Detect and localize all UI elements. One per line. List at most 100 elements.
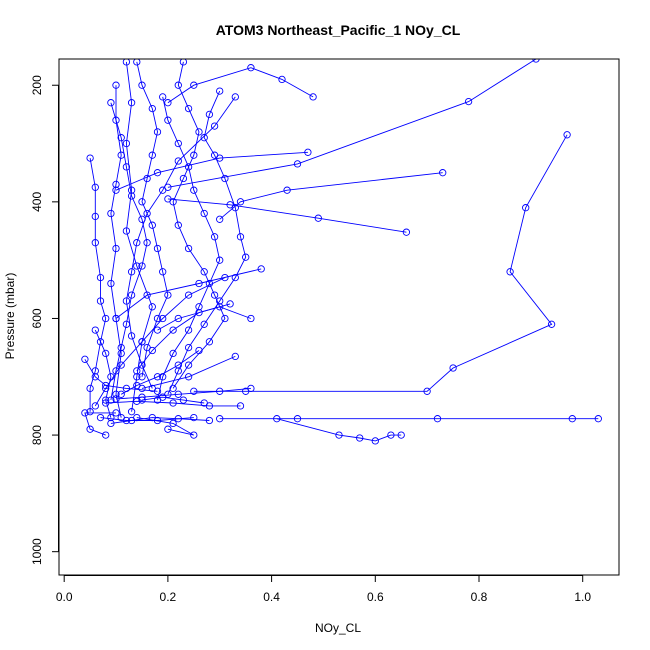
data-point — [195, 279, 203, 288]
x-tick-label: 0.6 — [367, 590, 384, 604]
data-point — [278, 75, 286, 84]
data-point — [190, 81, 198, 89]
data-point — [231, 204, 239, 212]
data-point — [184, 361, 193, 369]
data-point — [107, 279, 115, 288]
data-point — [112, 244, 120, 253]
data-point — [184, 373, 193, 381]
data-point — [164, 116, 172, 124]
data-point — [216, 387, 224, 395]
data-point — [205, 416, 214, 425]
data-point — [179, 174, 188, 183]
data-point — [247, 384, 255, 393]
data-point — [216, 256, 224, 264]
data-point — [148, 413, 156, 422]
data-point — [184, 244, 193, 253]
data-point — [169, 326, 177, 334]
data-point — [138, 338, 146, 346]
data-point — [127, 268, 136, 276]
data-point — [127, 186, 136, 194]
data-point — [138, 396, 146, 404]
series-line — [110, 417, 210, 424]
data-point — [169, 384, 177, 393]
data-point — [247, 314, 255, 323]
data-point — [216, 415, 224, 423]
data-point — [179, 396, 188, 404]
data-point — [122, 139, 131, 148]
data-point — [122, 297, 131, 305]
data-point — [210, 151, 219, 159]
data-point — [81, 409, 89, 417]
data-point — [138, 198, 146, 206]
data-point — [449, 364, 457, 372]
data-point — [127, 332, 136, 340]
data-point — [522, 204, 530, 212]
data-point — [159, 268, 167, 276]
series-12 — [81, 409, 120, 439]
data-point — [190, 151, 198, 159]
data-point — [190, 186, 198, 194]
data-point — [143, 239, 151, 247]
plot-layer — [81, 59, 602, 445]
data-point — [138, 262, 146, 270]
data-point — [423, 387, 431, 395]
data-point — [216, 297, 224, 305]
data-point — [226, 300, 234, 308]
data-point — [174, 361, 182, 369]
data-point — [164, 99, 172, 107]
data-point — [200, 268, 208, 276]
series-line — [100, 417, 194, 421]
data-point — [81, 355, 89, 363]
data-point — [102, 381, 110, 390]
data-point — [148, 151, 156, 159]
data-point — [236, 198, 245, 206]
data-point — [547, 320, 556, 328]
data-point — [122, 384, 131, 393]
data-point — [127, 192, 136, 200]
data-point — [91, 239, 99, 247]
data-point — [236, 402, 245, 410]
data-point — [190, 387, 198, 395]
data-point — [112, 390, 120, 398]
series-16 — [86, 154, 110, 416]
data-point — [184, 291, 193, 299]
data-point — [210, 233, 219, 241]
data-point — [117, 390, 125, 398]
data-point — [112, 81, 120, 89]
series-line — [219, 172, 443, 220]
data-point — [216, 215, 224, 223]
data-point — [164, 425, 172, 433]
series-line — [125, 96, 236, 389]
data-point — [174, 390, 182, 398]
data-point — [387, 431, 395, 439]
series-line — [89, 158, 107, 412]
series-line — [193, 134, 568, 392]
data-point — [153, 387, 162, 395]
data-point — [273, 415, 281, 423]
data-point — [236, 233, 245, 241]
data-point — [153, 326, 162, 334]
data-point — [91, 373, 99, 381]
data-point — [102, 314, 110, 323]
series-line — [157, 96, 221, 401]
data-point — [102, 396, 110, 404]
y-tick-label: 400 — [30, 192, 44, 212]
data-point — [210, 291, 219, 299]
series-line — [276, 418, 402, 442]
data-point — [231, 273, 239, 282]
data-point — [91, 212, 99, 221]
data-point — [148, 303, 156, 311]
data-point — [148, 346, 156, 355]
x-tick-label: 0.4 — [263, 590, 280, 604]
x-axis: 0.0 0.2 0.4 0.6 0.8 1.0 — [56, 575, 591, 604]
data-point — [127, 408, 136, 416]
data-point — [122, 227, 131, 235]
data-point — [153, 373, 162, 381]
data-point — [200, 209, 208, 218]
data-point — [117, 343, 125, 352]
data-point — [195, 346, 203, 355]
data-point — [148, 221, 156, 229]
data-point — [335, 431, 343, 439]
data-point — [133, 367, 141, 375]
